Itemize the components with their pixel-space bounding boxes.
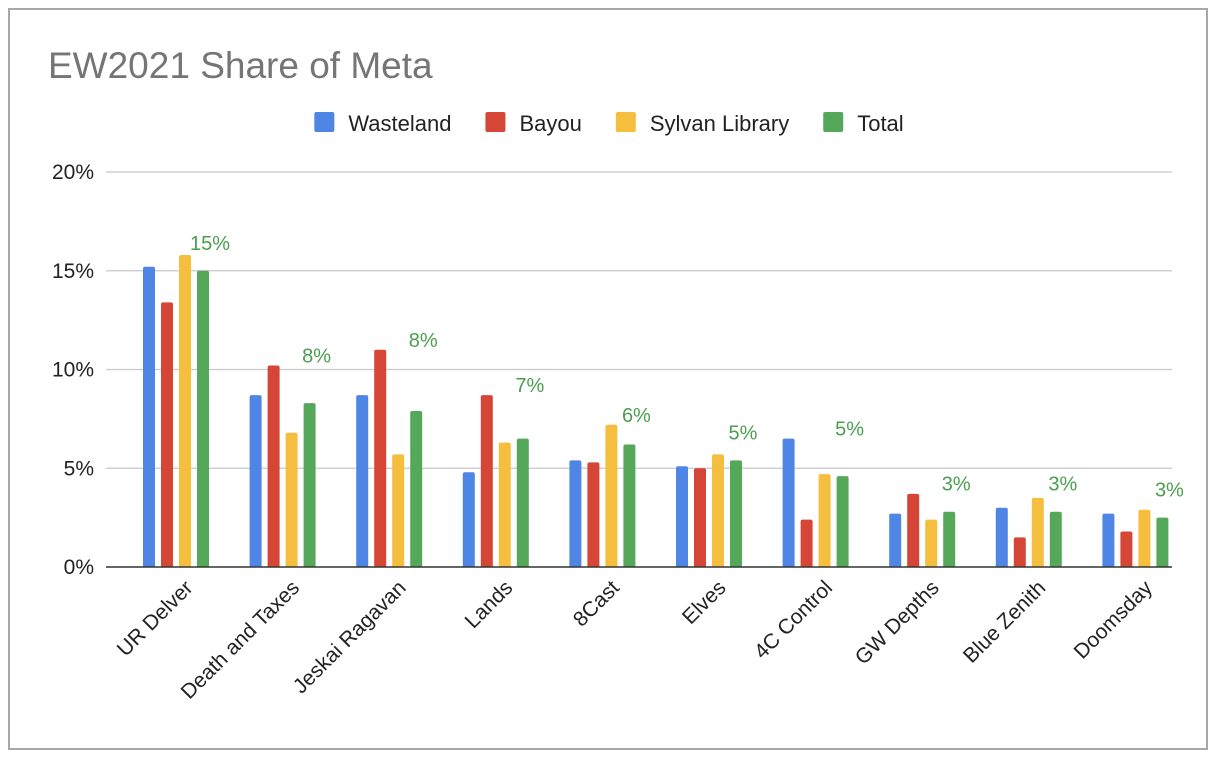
bar-sylvan-library bbox=[1138, 509, 1151, 567]
x-tick-label: 4C Control bbox=[750, 576, 837, 663]
bar-total bbox=[623, 444, 636, 567]
legend-label: Wasteland bbox=[348, 111, 451, 136]
bar-total bbox=[943, 511, 956, 567]
bar-bayou bbox=[267, 365, 280, 567]
bar-bayou bbox=[480, 395, 493, 567]
legend-swatch bbox=[314, 112, 335, 132]
bar-total bbox=[730, 460, 742, 567]
x-tick-label: Lands bbox=[461, 576, 518, 633]
bar-sylvan-library bbox=[1031, 497, 1044, 567]
bar-wasteland bbox=[462, 472, 475, 567]
bar-wasteland bbox=[995, 507, 1008, 567]
bar-total bbox=[197, 270, 209, 567]
x-tick-label: Elves bbox=[678, 576, 731, 629]
bar-bayou bbox=[694, 468, 706, 567]
bar-sylvan-library bbox=[285, 432, 298, 567]
bar-wasteland bbox=[569, 460, 582, 567]
bars bbox=[143, 254, 1169, 567]
x-tick-label: Death and Taxes bbox=[177, 576, 304, 703]
data-label: 8% bbox=[409, 330, 438, 352]
bar-total bbox=[836, 476, 849, 567]
bar-wasteland bbox=[889, 513, 902, 567]
x-tick-label: Jeskai Ragavan bbox=[289, 576, 411, 698]
bar-bayou bbox=[374, 349, 387, 567]
data-label: 5% bbox=[729, 422, 758, 444]
data-label: 3% bbox=[1048, 474, 1077, 496]
gridlines bbox=[106, 171, 1172, 469]
data-label: 15% bbox=[190, 233, 230, 255]
legend-label: Total bbox=[857, 111, 903, 136]
bar-bayou bbox=[161, 302, 173, 567]
bar-wasteland bbox=[782, 438, 795, 567]
x-tick-label: Doomsday bbox=[1070, 576, 1158, 664]
y-tick-label: 10% bbox=[52, 359, 94, 382]
data-label: 3% bbox=[942, 474, 971, 496]
legend-label: Bayou bbox=[519, 111, 581, 136]
bar-wasteland bbox=[356, 395, 369, 567]
data-label: 6% bbox=[622, 405, 651, 427]
x-tick-label: 8Cast bbox=[569, 576, 624, 631]
bar-sylvan-library bbox=[392, 454, 405, 567]
bar-total bbox=[410, 410, 423, 567]
bar-wasteland bbox=[143, 266, 155, 567]
legend: Wasteland Bayou Sylvan Library Total bbox=[314, 111, 904, 136]
bar-wasteland bbox=[1102, 513, 1115, 567]
y-tick-label: 15% bbox=[52, 260, 94, 283]
bar-bayou bbox=[907, 493, 920, 567]
bar-bayou bbox=[587, 462, 600, 567]
bar-sylvan-library bbox=[925, 519, 938, 567]
chart-title: EW2021 Share of Meta bbox=[48, 45, 433, 86]
bar-total bbox=[1049, 511, 1062, 567]
bar-sylvan-library bbox=[605, 424, 618, 567]
y-tick-label: 0% bbox=[64, 556, 94, 579]
data-label: 3% bbox=[1155, 480, 1184, 502]
legend-label: Sylvan Library bbox=[650, 111, 789, 136]
legend-swatch bbox=[485, 112, 506, 132]
bar-total bbox=[516, 438, 529, 567]
bar-sylvan-library bbox=[818, 474, 831, 567]
bar-wasteland bbox=[676, 466, 688, 567]
data-label: 5% bbox=[835, 419, 864, 441]
bar-total bbox=[303, 403, 316, 567]
bar-bayou bbox=[800, 519, 813, 567]
data-label: 8% bbox=[302, 346, 331, 368]
x-tick-label: GW Depths bbox=[851, 576, 944, 669]
legend-swatch bbox=[615, 112, 636, 132]
y-tick-label: 20% bbox=[52, 161, 94, 184]
y-tick-label: 5% bbox=[64, 457, 94, 480]
legend-swatch bbox=[823, 112, 844, 132]
bar-sylvan-library bbox=[712, 454, 724, 567]
data-label: 7% bbox=[515, 375, 544, 397]
y-axis: 0% 5% 10% 15% 20% bbox=[52, 161, 94, 579]
bar-wasteland bbox=[249, 395, 262, 567]
x-tick-label: UR Delver bbox=[113, 576, 198, 661]
x-tick-label: Blue Zenith bbox=[959, 576, 1050, 667]
bar-bayou bbox=[1120, 531, 1133, 567]
bar-sylvan-library bbox=[498, 442, 511, 567]
bar-sylvan-library bbox=[179, 254, 191, 567]
data-labels: 15% 8% 8% 7% 6% 5% 5% 3% 3% 3% bbox=[190, 233, 1184, 502]
bar-bayou bbox=[1013, 537, 1026, 567]
bar-total bbox=[1156, 517, 1169, 567]
